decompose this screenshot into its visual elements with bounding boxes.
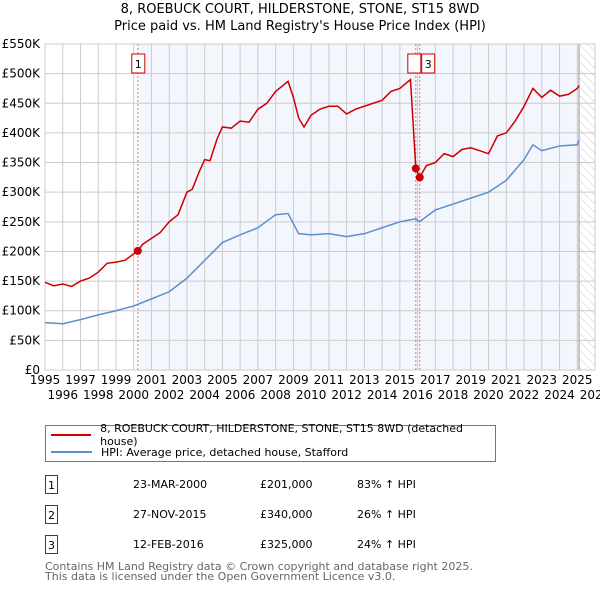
x-tick-label: 2008 xyxy=(260,388,291,402)
x-tick-label: 2013 xyxy=(349,373,380,387)
y-tick-label: £250K xyxy=(2,215,42,229)
y-tick-label: £150K xyxy=(2,274,42,288)
legend-swatch-blue xyxy=(51,451,92,453)
x-tick-label: 2002 xyxy=(154,388,185,402)
legend-item-hpi: HPI: Average price, detached house, Staf… xyxy=(51,444,348,460)
legend-swatch-red xyxy=(51,434,92,436)
x-tick-label: 2021 xyxy=(491,373,522,387)
x-tick-label: 2003 xyxy=(172,373,203,387)
x-tick-label: 2019 xyxy=(456,373,487,387)
table-row: 2 27-NOV-2015 £340,000 26% ↑ HPI xyxy=(45,505,545,525)
x-tick-label: 1995 xyxy=(30,373,61,387)
x-tick-label: 2017 xyxy=(420,373,451,387)
sale-label-box-1 xyxy=(131,53,146,74)
y-tick-label: £100K xyxy=(2,304,42,318)
x-tick-label: 2006 xyxy=(225,388,256,402)
table-row: 3 12-FEB-2016 £325,000 24% ↑ HPI xyxy=(45,535,545,555)
property-line xyxy=(44,78,580,288)
y-tick-label: £200K xyxy=(2,244,42,258)
footer-licence: This data is licensed under the Open Gov… xyxy=(45,570,396,583)
legend-item-property: 8, ROEBUCK COURT, HILDERSTONE, STONE, ST… xyxy=(51,422,495,448)
x-tick-label: 2004 xyxy=(189,388,220,402)
shaded-region xyxy=(137,44,580,370)
y-tick-label: £0 xyxy=(25,363,40,377)
x-tick-label: 2024 xyxy=(544,388,575,402)
x-tick-label: 2018 xyxy=(438,388,469,402)
x-tick-label: 2016 xyxy=(402,388,433,402)
table-row: 1 23-MAR-2000 £201,000 83% ↑ HPI xyxy=(45,475,545,495)
sale-date: 12-FEB-2016 xyxy=(133,538,204,551)
y-tick-label: £450K xyxy=(2,96,42,110)
legend-label: HPI: Average price, detached house, Staf… xyxy=(101,445,349,459)
x-tick-label: 2007 xyxy=(243,373,274,387)
legend: 8, ROEBUCK COURT, HILDERSTONE, STONE, ST… xyxy=(45,422,496,462)
y-tick-label: £50K xyxy=(9,333,41,347)
x-tick-label: 2025 xyxy=(562,373,593,387)
sale-label-box-2 xyxy=(407,53,422,74)
hpi-line xyxy=(44,139,580,325)
x-tick-label: 2026 xyxy=(580,388,600,402)
sale-marker-box: 3 xyxy=(45,535,58,554)
x-tick-label: 2023 xyxy=(527,373,558,387)
x-tick-label: 1999 xyxy=(101,373,132,387)
y-tick-label: £350K xyxy=(2,156,42,170)
x-tick-label: 2005 xyxy=(207,373,238,387)
x-tick-label: 1997 xyxy=(65,373,96,387)
x-tick-label: 2001 xyxy=(136,373,167,387)
sale-hpi: 83% ↑ HPI xyxy=(357,478,416,491)
x-tick-label: 2000 xyxy=(118,388,149,402)
sale-point-1 xyxy=(133,246,142,255)
x-tick-label: 2009 xyxy=(278,373,309,387)
sale-point-3 xyxy=(415,173,424,182)
x-tick-label: 2012 xyxy=(331,388,362,402)
plot-frame xyxy=(44,43,596,371)
x-tick-label: 2010 xyxy=(296,388,327,402)
sale-marker-box: 2 xyxy=(45,505,58,524)
sale-label-box-3 xyxy=(421,53,436,74)
x-tick-label: 2014 xyxy=(367,388,398,402)
y-tick-label: £500K xyxy=(2,67,42,81)
x-tick-label: 1996 xyxy=(47,388,78,402)
sale-price: £201,000 xyxy=(260,478,313,491)
price-chart: 1995199619971998199920002001200220032004… xyxy=(2,37,600,402)
sale-hpi: 24% ↑ HPI xyxy=(357,538,416,551)
x-tick-label: 2015 xyxy=(385,373,416,387)
y-tick-label: £550K xyxy=(2,37,42,51)
forecast-hatch xyxy=(579,44,595,370)
sale-label-1: 1 xyxy=(135,58,142,71)
sale-label-3: 3 xyxy=(425,58,432,71)
chart-title: 8, ROEBUCK COURT, HILDERSTONE, STONE, ST… xyxy=(120,2,480,17)
y-tick-label: £400K xyxy=(2,126,42,140)
x-tick-label: 1998 xyxy=(83,388,114,402)
sale-point-2 xyxy=(411,164,420,173)
x-tick-label: 2020 xyxy=(473,388,504,402)
sale-date: 27-NOV-2015 xyxy=(133,508,207,521)
sale-price: £340,000 xyxy=(260,508,313,521)
y-tick-label: £300K xyxy=(2,185,42,199)
sale-price: £325,000 xyxy=(260,538,313,551)
x-tick-label: 2022 xyxy=(509,388,540,402)
sale-date: 23-MAR-2000 xyxy=(133,478,208,491)
legend-label: 8, ROEBUCK COURT, HILDERSTONE, STONE, ST… xyxy=(100,422,463,448)
x-tick-label: 2011 xyxy=(314,373,345,387)
sale-marker-box: 1 xyxy=(45,475,58,494)
sale-hpi: 26% ↑ HPI xyxy=(357,508,416,521)
footer-copyright: Contains HM Land Registry data © Crown c… xyxy=(45,560,473,573)
chart-subtitle: Price paid vs. HM Land Registry's House … xyxy=(114,19,486,34)
